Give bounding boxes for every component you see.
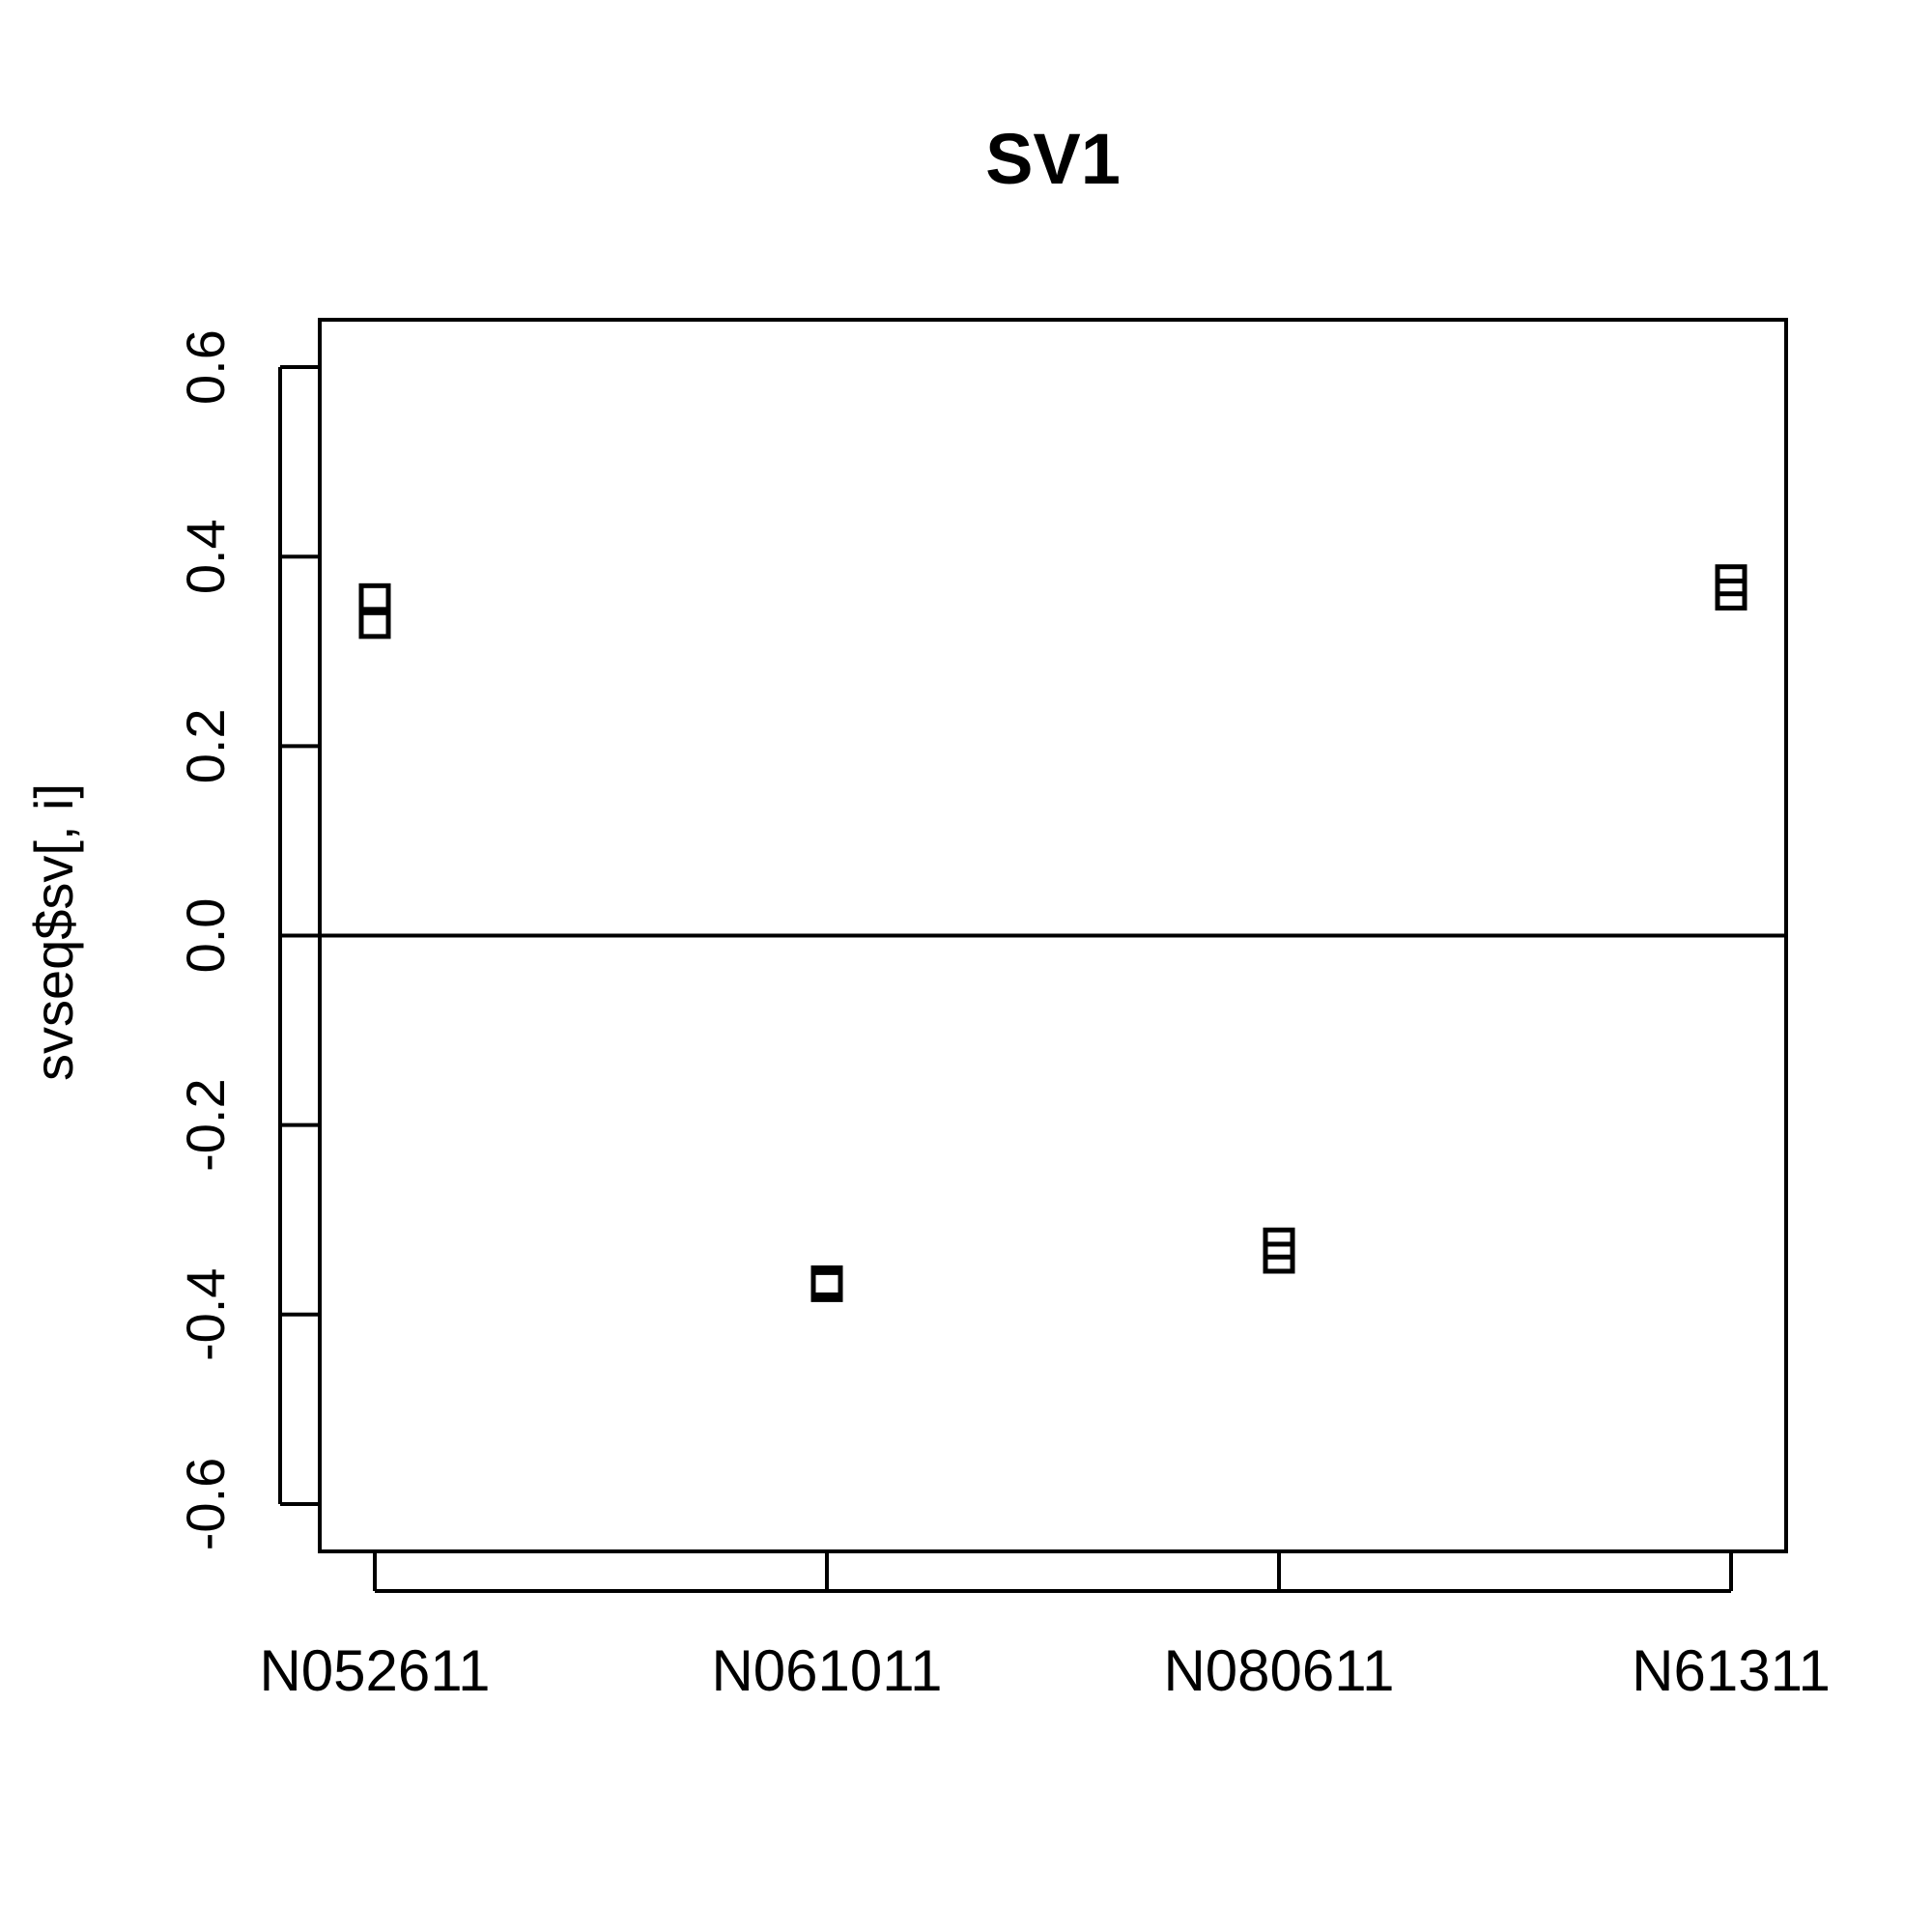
plot-frame [318, 318, 1788, 1553]
y-tick-label: -0.4 [175, 1268, 236, 1362]
x-tick-label: N61311 [1632, 1638, 1831, 1703]
x-axis: N052611 N061011 N080611 N61311 [259, 1551, 1831, 1703]
x-tick-label: N080611 [1163, 1638, 1394, 1703]
x-tick-label: N061011 [711, 1638, 942, 1703]
y-axis-label: svseq$sv[, i] [23, 783, 84, 1081]
data-point [1263, 1241, 1295, 1274]
y-tick-label: 0.4 [175, 519, 236, 594]
y-tick-label: -0.2 [175, 1078, 236, 1172]
y-tick-label: 0.2 [175, 708, 236, 783]
data-point [358, 607, 391, 639]
x-tick-label: N052611 [259, 1638, 490, 1703]
y-axis: -0.6 -0.4 -0.2 0.0 0.2 0.4 0.6 [175, 329, 320, 1550]
y-tick-label: -0.6 [175, 1458, 236, 1551]
data-points [358, 564, 1747, 1302]
data-point [358, 582, 391, 615]
y-tick-label: 0.0 [175, 898, 236, 974]
data-point [810, 1269, 843, 1302]
y-tick-label: 0.6 [175, 329, 236, 405]
chart-title: SV1 [985, 119, 1121, 199]
data-point [1715, 578, 1747, 611]
